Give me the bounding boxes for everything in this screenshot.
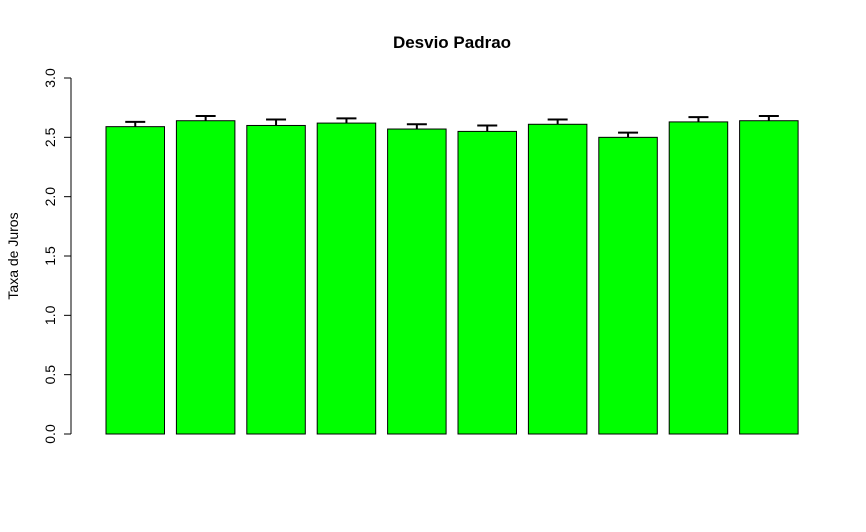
error-bars-group <box>125 114 779 138</box>
bar <box>457 130 517 435</box>
bar <box>598 136 658 435</box>
y-tick-label: 0.0 <box>42 424 58 444</box>
bar <box>175 120 236 435</box>
y-tick-label: 1.5 <box>42 246 58 266</box>
y-tick-label: 2.0 <box>42 187 58 207</box>
bar <box>668 121 729 435</box>
bar <box>105 126 165 435</box>
bar <box>387 128 447 435</box>
y-tick-label: 0.5 <box>42 365 58 385</box>
y-axis: 0.0 0.5 1.0 1.5 2.0 2.5 3.0 <box>42 68 72 444</box>
bars-group <box>105 120 799 435</box>
bar <box>527 123 588 435</box>
bar <box>246 124 306 435</box>
y-tick-label: 2.5 <box>42 127 58 147</box>
chart-title: Desvio Padrao <box>393 33 511 52</box>
bar <box>316 122 377 435</box>
y-tick-label: 3.0 <box>42 68 58 88</box>
bar <box>739 120 799 435</box>
y-tick-label: 1.0 <box>42 305 58 325</box>
y-axis-label: Taxa de Juros <box>5 212 21 299</box>
